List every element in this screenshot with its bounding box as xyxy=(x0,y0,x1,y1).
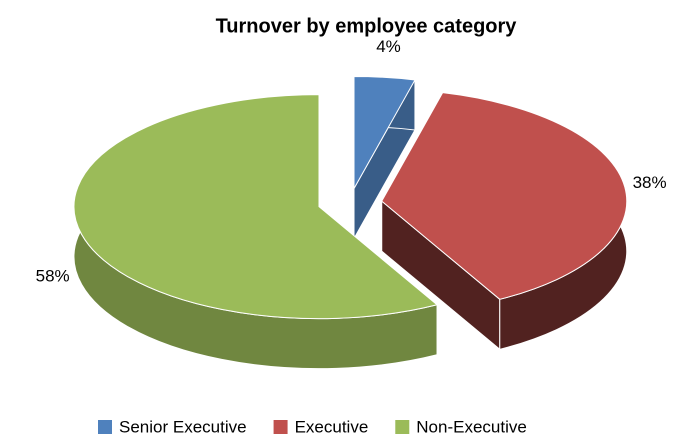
data-labels: 4% 38% 58% xyxy=(36,37,667,285)
legend-swatch xyxy=(98,420,112,434)
legend: Senior Executive Executive Non-Executive xyxy=(98,417,527,436)
slice xyxy=(73,94,439,320)
data-label: 4% xyxy=(376,37,401,56)
data-label: 38% xyxy=(633,173,667,192)
legend-swatch xyxy=(273,420,288,434)
slice xyxy=(353,75,416,191)
pie-tops xyxy=(73,75,628,320)
legend-label: Executive xyxy=(295,417,369,436)
data-label: 58% xyxy=(36,266,70,285)
chart-title: Turnover by employee category xyxy=(216,15,518,37)
slice xyxy=(381,92,628,300)
legend-label: Non-Executive xyxy=(416,417,527,436)
legend-swatch xyxy=(395,420,410,434)
legend-label: Senior Executive xyxy=(119,417,247,436)
